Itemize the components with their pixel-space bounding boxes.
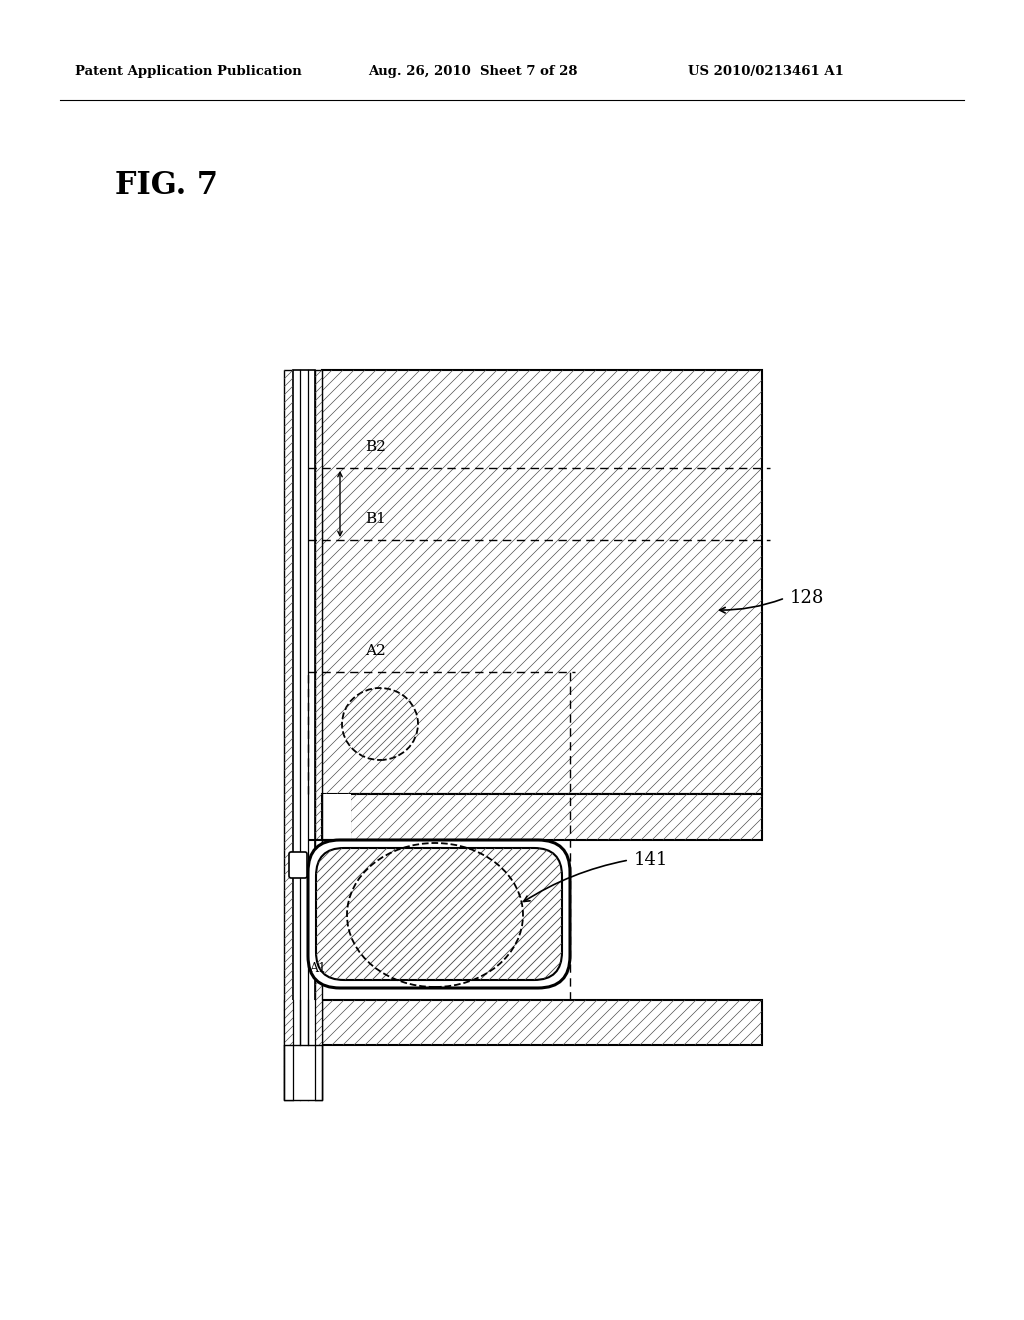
Bar [322, 370, 762, 795]
Bar [350, 795, 762, 840]
Text: 141: 141 [634, 851, 669, 869]
Bar [284, 370, 293, 1100]
Bar [288, 492, 322, 564]
Text: 128: 128 [790, 589, 824, 607]
Text: US 2010/0213461 A1: US 2010/0213461 A1 [688, 66, 844, 78]
FancyBboxPatch shape [316, 847, 562, 979]
Bar [292, 1001, 762, 1045]
FancyBboxPatch shape [308, 840, 570, 987]
Bar [284, 1045, 322, 1100]
Bar [293, 370, 315, 1100]
Text: Patent Application Publication: Patent Application Publication [75, 66, 302, 78]
Text: FIG. 7: FIG. 7 [115, 169, 218, 201]
Bar [315, 370, 322, 1100]
Ellipse shape [342, 688, 418, 760]
Bar [284, 1001, 322, 1045]
Text: A2: A2 [365, 644, 386, 657]
Bar [322, 795, 350, 840]
Text: Aug. 26, 2010  Sheet 7 of 28: Aug. 26, 2010 Sheet 7 of 28 [368, 66, 578, 78]
Text: A1: A1 [309, 961, 326, 974]
Text: B1: B1 [365, 512, 386, 525]
Text: B2: B2 [365, 440, 386, 454]
FancyBboxPatch shape [289, 851, 307, 878]
